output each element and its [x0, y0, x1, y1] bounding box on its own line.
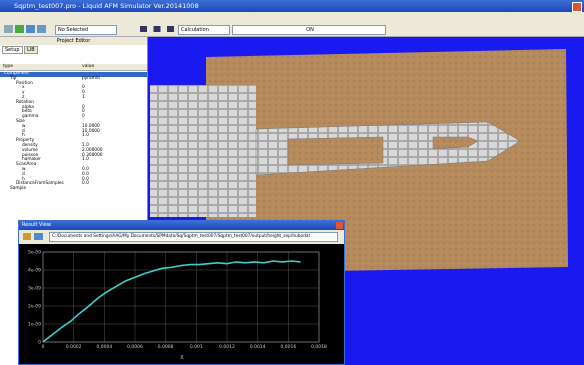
result-view-window: Result View C:/Documents and Settings/AA…: [18, 220, 345, 365]
toolbar: No Selected Calculation ON: [0, 22, 584, 37]
x-tick-label: 0.001: [190, 344, 203, 350]
close-button[interactable]: [336, 222, 343, 229]
table-header: type value: [0, 64, 147, 71]
close-button[interactable]: [572, 2, 582, 12]
y-tick-label: 2e-09: [28, 304, 41, 310]
row-name: ScanArea: [16, 163, 36, 168]
tool-icons[interactable]: [4, 25, 48, 33]
y-tick-label: 5e-09: [28, 250, 41, 256]
row-value: 1.0: [82, 158, 89, 163]
row-value: 0: [82, 115, 85, 120]
panel-title: Project Editor: [0, 37, 147, 45]
path-combo[interactable]: C:/Documents and Settings/AAG/My Documen…: [49, 232, 338, 242]
app: Sqptm_test007.pro - Liquid AFM Simulator…: [0, 0, 584, 365]
status-field: ON: [232, 25, 386, 35]
row-value: 1: [82, 96, 85, 101]
result-title-bar: Result View: [19, 221, 344, 230]
x-tick-label: 0.0006: [127, 344, 143, 350]
mode-combo[interactable]: Calculation: [178, 25, 230, 35]
x-tick-label: 0.0018: [311, 344, 327, 350]
column-header: type: [3, 64, 13, 70]
row-value: pyramid: [82, 77, 100, 82]
tip-block: [150, 85, 256, 217]
x-tick-label: 0.0014: [250, 344, 266, 350]
y-tick-label: 1e-09: [28, 322, 41, 328]
tab[interactable]: Setup: [2, 46, 23, 54]
x-tick-label: 0.0004: [96, 344, 112, 350]
row-name: Component: [4, 72, 29, 77]
column-header: value: [82, 64, 94, 70]
tab[interactable]: LIB: [24, 46, 38, 54]
row-value: 1.0: [82, 134, 89, 139]
y-tick-label: 4e-09: [28, 268, 41, 274]
result-title: Result View: [22, 221, 51, 230]
x-tick-label: 0.0016: [280, 344, 296, 350]
y-tick-label: 3e-09: [28, 286, 41, 292]
x-tick-label: 0.0002: [66, 344, 82, 350]
x-tick-label: 0.0012: [219, 344, 235, 350]
x-tick-label: 0: [42, 344, 45, 350]
play-controls[interactable]: [140, 26, 174, 32]
x-axis-label: X: [180, 355, 184, 361]
result-tools[interactable]: [23, 233, 43, 240]
selection-combo[interactable]: No Selected: [55, 25, 117, 35]
window-title: Sqptm_test007.pro - Liquid AFM Simulator…: [14, 2, 199, 10]
menu-bar: FileEditSimulationDisplayHelp: [0, 12, 584, 22]
row-value: 0.0: [82, 182, 89, 187]
x-tick-label: 0.0008: [158, 344, 174, 350]
row-name: Sample: [10, 187, 26, 192]
title-bar: Sqptm_test007.pro - Liquid AFM Simulator…: [0, 0, 584, 12]
